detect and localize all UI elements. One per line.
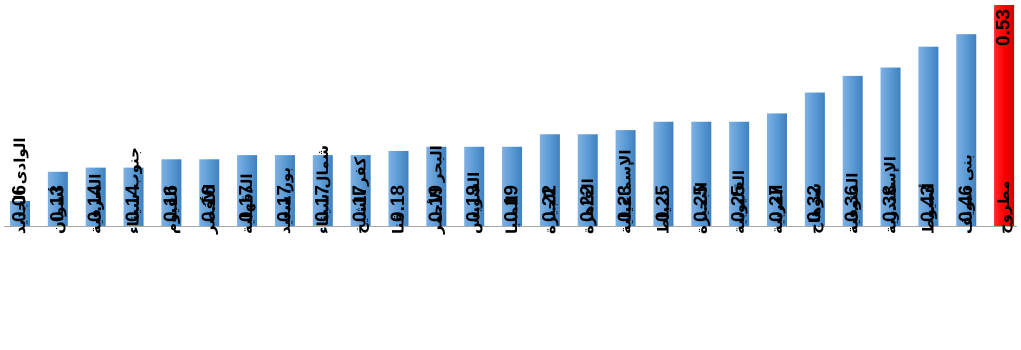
value-label-17: 0.23 bbox=[615, 185, 636, 222]
value-label-14: 0.19 bbox=[502, 185, 523, 222]
bar-10 bbox=[350, 155, 371, 226]
value-label-13: 0.19 bbox=[464, 185, 485, 222]
category-label-15: الجيزة bbox=[541, 188, 559, 234]
category-label-9: شمال سيناء bbox=[314, 145, 332, 234]
value-label-12: 0.19 bbox=[426, 185, 447, 222]
bar-16 bbox=[577, 134, 598, 226]
bar-2 bbox=[47, 171, 68, 226]
value-label-18: 0.25 bbox=[653, 185, 674, 222]
value-label-5: 0.16 bbox=[161, 185, 182, 222]
category-label-27: مطروح bbox=[995, 181, 1013, 234]
value-label-19: 0.25 bbox=[691, 185, 712, 222]
category-label-12: البحر الأحمر bbox=[427, 145, 445, 235]
bar-4 bbox=[123, 167, 144, 226]
bar-14 bbox=[502, 146, 523, 226]
category-label-22: سوهاج bbox=[806, 183, 824, 234]
bar-1 bbox=[10, 200, 30, 226]
value-label-25: 0.43 bbox=[918, 185, 939, 222]
category-label-2: أسوان bbox=[48, 187, 67, 234]
category-label-1: الوادى الجديد bbox=[11, 137, 29, 234]
category-label-5: الفيوم bbox=[162, 186, 180, 234]
bar-15 bbox=[539, 134, 560, 226]
category-label-26: بنى سويف bbox=[957, 154, 975, 234]
value-label-16: 0.22 bbox=[577, 185, 598, 222]
value-label-1: 0.06 bbox=[10, 185, 31, 222]
bar-22 bbox=[804, 92, 825, 226]
bar-23 bbox=[842, 75, 863, 226]
bar-13 bbox=[464, 146, 485, 226]
category-label-21: الغربية bbox=[768, 185, 786, 234]
bar-20 bbox=[729, 121, 750, 226]
category-label-18: دمياط bbox=[654, 189, 672, 234]
value-label-23: 0.36 bbox=[842, 185, 863, 222]
bar-9 bbox=[312, 155, 333, 226]
category-label-16: القاهرة bbox=[579, 178, 597, 234]
bar-3 bbox=[85, 167, 106, 226]
value-label-11: 0.18 bbox=[388, 185, 409, 222]
bar-8 bbox=[274, 155, 295, 226]
category-label-7: الدقهلية bbox=[238, 173, 256, 234]
value-label-24: 0.38 bbox=[880, 185, 901, 222]
category-label-24: الإسكندرية bbox=[882, 156, 900, 234]
bar-26 bbox=[956, 34, 977, 227]
value-label-21: 0.27 bbox=[767, 185, 788, 222]
bar-6 bbox=[199, 159, 220, 226]
category-label-8: بور سعيد bbox=[276, 167, 294, 234]
bars-group bbox=[10, 5, 1015, 227]
value-label-27: 0.53 bbox=[994, 9, 1015, 46]
category-label-3: الشرقية bbox=[87, 174, 105, 234]
category-label-20: القليوبية bbox=[730, 170, 748, 234]
bar-19 bbox=[691, 121, 712, 226]
category-label-14: المنيا bbox=[503, 195, 521, 234]
category-label-25: أسيوط bbox=[918, 183, 937, 234]
category-label-4: جنوب سيناء bbox=[125, 147, 143, 234]
value-labels-group: 0.06 0.13 0.14 0.14 0.16 0.16 0.17 0.17 0.17 0.17… bbox=[10, 9, 1015, 222]
value-label-20: 0.25 bbox=[729, 185, 750, 222]
value-label-10: 0.17 bbox=[350, 185, 371, 222]
value-label-2: 0.13 bbox=[47, 185, 68, 222]
value-label-7: 0.17 bbox=[237, 185, 258, 222]
value-label-15: 0.22 bbox=[539, 185, 560, 222]
value-label-9: 0.17 bbox=[312, 185, 333, 222]
bar-18 bbox=[653, 121, 674, 226]
bar-24 bbox=[880, 67, 901, 226]
bar-17 bbox=[615, 130, 636, 226]
bar-5 bbox=[161, 159, 182, 226]
bar-7 bbox=[237, 155, 258, 226]
value-label-8: 0.17 bbox=[274, 185, 295, 222]
category-label-17: الإسماعيلية bbox=[617, 150, 635, 234]
value-label-22: 0.32 bbox=[804, 185, 825, 222]
category-label-10: كفر الشيخ bbox=[352, 157, 370, 234]
bar-11 bbox=[388, 150, 409, 226]
category-label-23: المنوفية bbox=[844, 173, 862, 234]
bar-21 bbox=[767, 113, 787, 226]
bar-27 bbox=[994, 5, 1015, 226]
value-label-6: 0.16 bbox=[199, 185, 220, 222]
category-label-13: السويس bbox=[465, 172, 483, 234]
category-label-19: البحيرة bbox=[692, 182, 710, 234]
value-label-4: 0.14 bbox=[123, 185, 144, 222]
bar-12 bbox=[426, 146, 447, 226]
value-label-3: 0.14 bbox=[85, 185, 106, 222]
category-labels-group: الوادى الجديد أسوان الشرقية جنوب سيناء الفيو… bbox=[11, 137, 1013, 235]
category-label-11: قنا bbox=[390, 212, 408, 234]
bar-25 bbox=[918, 46, 939, 226]
category-label-6: الأقصر bbox=[200, 184, 218, 235]
value-label-26: 0.46 bbox=[956, 185, 977, 222]
